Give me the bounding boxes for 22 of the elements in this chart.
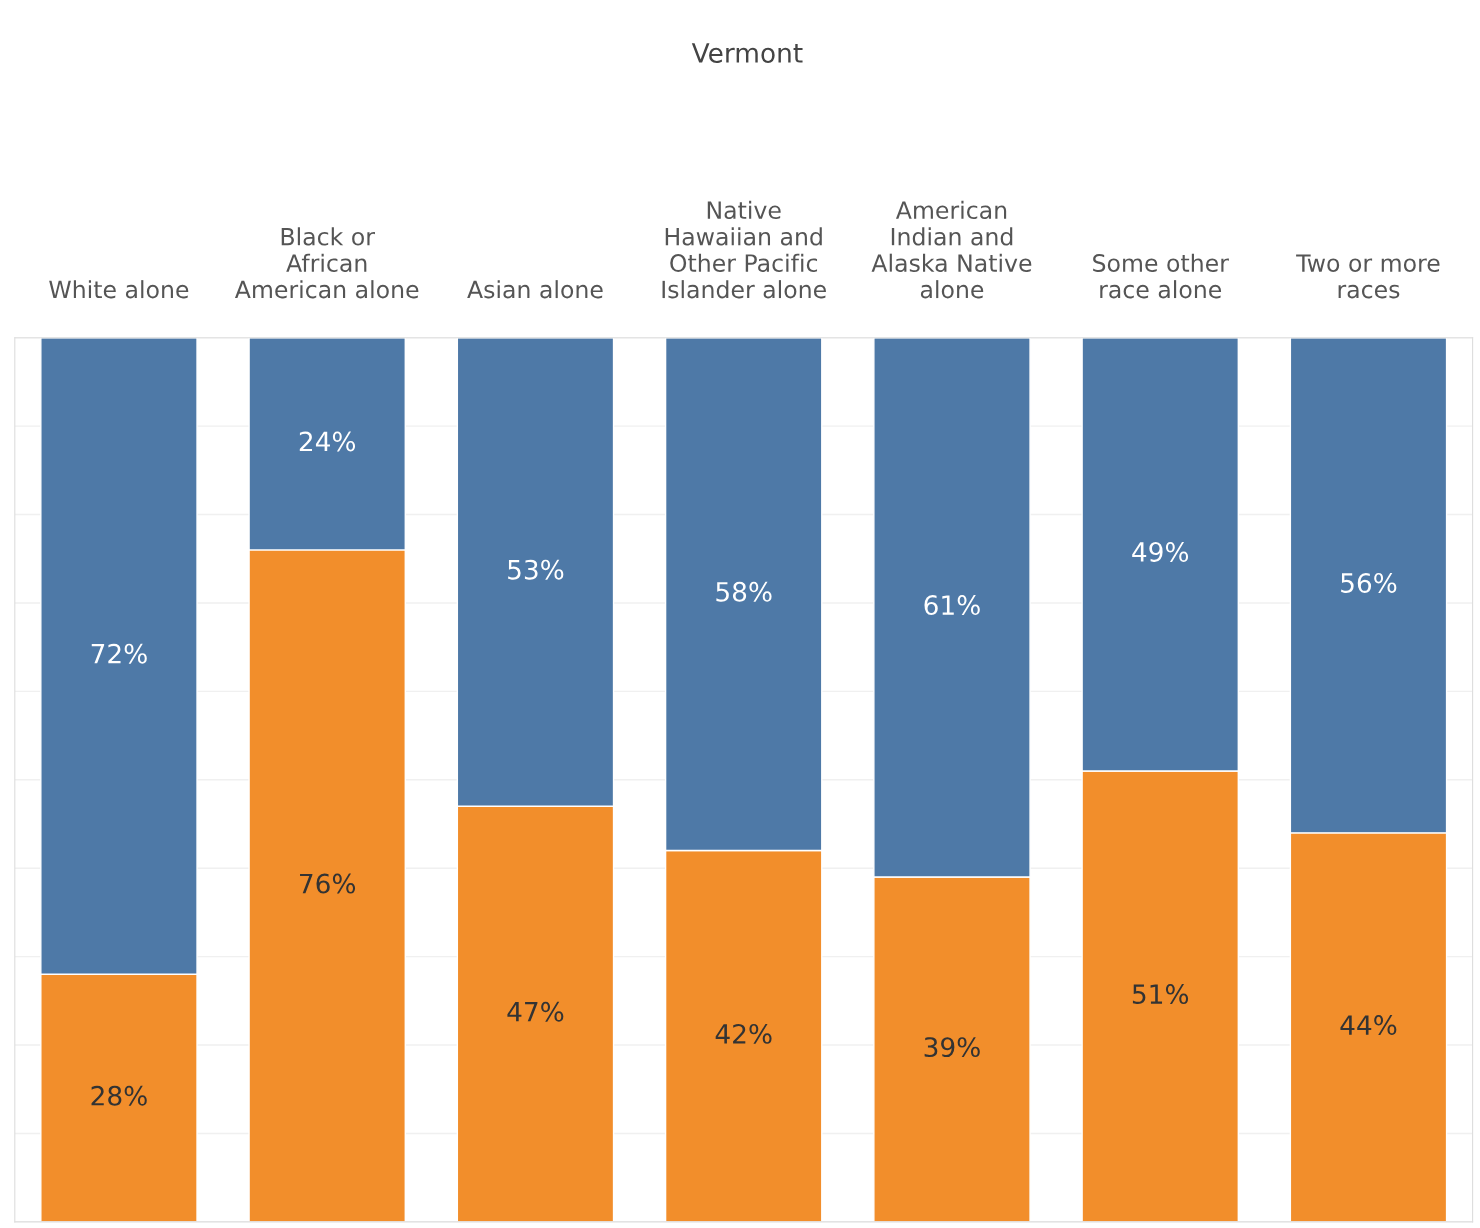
data-label: 61%: [924, 595, 980, 616]
data-label: 58%: [716, 581, 772, 602]
x-tick-label: White alone: [49, 280, 189, 299]
x-tick-label: Asian alone: [467, 280, 603, 299]
data-label: 39%: [924, 1037, 980, 1058]
data-label: 28%: [91, 1085, 147, 1106]
data-label: 44%: [1340, 1015, 1397, 1035]
x-tick-label: Two or more races: [1296, 254, 1440, 299]
x-tick-label: Native Hawaiian and Other Pacific Islander alone: [662, 200, 826, 299]
data-label: 56%: [1341, 572, 1397, 593]
x-tick-label: American Indian and Alaska Native alone: [871, 200, 1032, 299]
data-label: 24%: [299, 431, 356, 452]
data-label: 72%: [91, 643, 147, 664]
data-label: 76%: [300, 873, 356, 894]
data-label: 49%: [1132, 542, 1189, 562]
data-label: 42%: [715, 1023, 772, 1044]
x-tick-label: Some other race alone: [1093, 253, 1229, 299]
data-label: 51%: [1132, 984, 1189, 1005]
data-label: 47%: [507, 1001, 564, 1022]
data-label: 53%: [508, 559, 564, 580]
chart-title: Vermont: [691, 43, 803, 63]
x-tick-label: Black or African American alone: [234, 227, 419, 299]
